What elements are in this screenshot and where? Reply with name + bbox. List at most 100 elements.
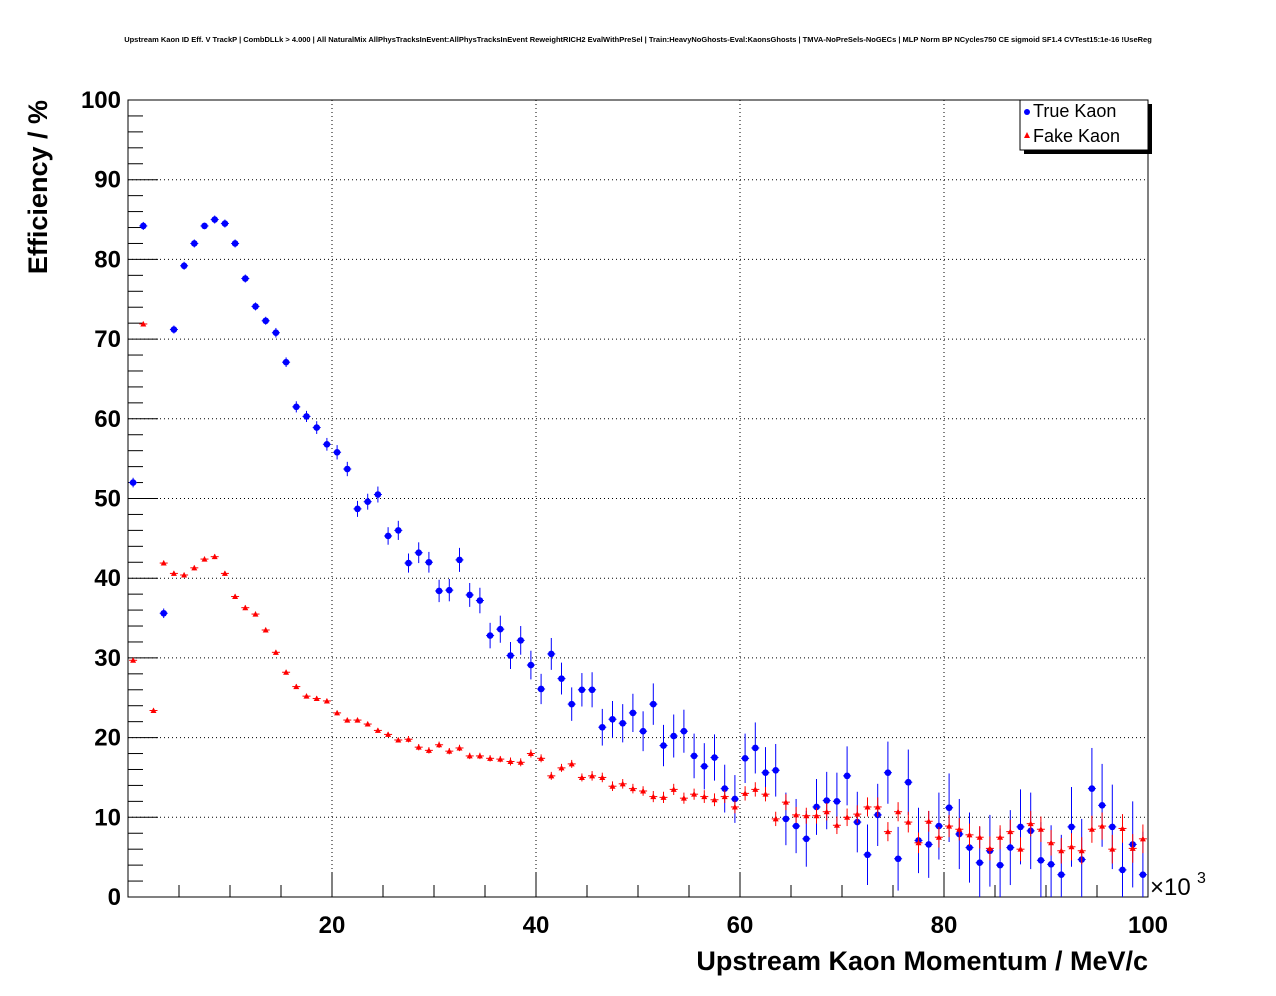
marker: [731, 795, 739, 803]
data-point: [730, 775, 739, 823]
data-point: [649, 683, 658, 725]
data-point: [465, 582, 474, 607]
marker: [344, 717, 351, 723]
marker: [405, 559, 412, 567]
data-point: [1067, 833, 1076, 861]
data-point: [302, 693, 311, 699]
data-point: [751, 722, 760, 774]
x-axis-multiplier: ×10 3: [1150, 870, 1206, 901]
x-multiplier-base: ×10: [1150, 874, 1191, 901]
data-point: [639, 711, 648, 752]
marker: [425, 747, 432, 753]
data-point: [945, 814, 954, 838]
marker: [354, 717, 361, 723]
data-point: [1016, 837, 1025, 862]
data-point: [1098, 812, 1107, 840]
data-point: [679, 792, 688, 804]
data-point: [200, 222, 209, 230]
marker: [895, 808, 902, 815]
marker: [640, 787, 647, 794]
marker: [619, 719, 626, 727]
data-point: [863, 797, 872, 817]
data-point: [475, 587, 484, 614]
data-point: [231, 239, 240, 248]
data-point: [271, 327, 280, 338]
marker: [1098, 802, 1106, 809]
data-point: [129, 657, 138, 663]
marker: [650, 700, 657, 708]
marker: [660, 742, 667, 749]
marker: [711, 796, 718, 803]
data-point: [934, 826, 943, 848]
data-point: [965, 823, 974, 846]
data-point: [996, 825, 1005, 850]
data-point: [526, 749, 535, 758]
marker: [191, 564, 198, 571]
data-point: [516, 626, 525, 655]
data-point: [608, 781, 617, 791]
legend-marker-true-kaon: [1024, 109, 1030, 115]
data-point: [455, 744, 464, 752]
marker: [303, 693, 310, 699]
marker: [252, 611, 259, 617]
data-point: [557, 662, 566, 695]
data-point: [292, 401, 301, 413]
marker: [333, 448, 341, 456]
data-point: [251, 302, 260, 311]
marker: [160, 560, 167, 566]
data-point: [557, 763, 566, 772]
y-tick-label: 100: [81, 87, 121, 114]
data-point: [363, 721, 372, 727]
data-point: [210, 215, 219, 224]
data-point: [669, 714, 678, 758]
data-point: [475, 752, 484, 760]
marker: [609, 783, 616, 789]
data-point: [1077, 837, 1086, 865]
data-point: [343, 461, 352, 477]
marker: [466, 752, 473, 759]
data-point: [628, 783, 637, 794]
marker: [384, 532, 392, 540]
data-point: [149, 707, 158, 714]
marker: [242, 604, 249, 611]
data-point: [1006, 819, 1015, 844]
data-point: [241, 604, 250, 611]
data-point: [455, 547, 464, 572]
data-point: [618, 704, 627, 743]
marker: [466, 591, 474, 599]
y-tick-label: 50: [94, 486, 121, 513]
marker: [487, 755, 494, 761]
data-point: [1036, 816, 1045, 843]
marker: [272, 649, 279, 655]
data-point: [894, 826, 903, 891]
marker: [415, 744, 422, 750]
marker: [578, 774, 585, 780]
marker: [670, 786, 677, 792]
data-point: [129, 477, 138, 488]
data-point: [741, 786, 750, 801]
data-point: [506, 757, 515, 766]
marker: [129, 479, 137, 486]
marker: [282, 358, 290, 366]
data-point: [537, 754, 546, 763]
data-point: [720, 790, 729, 803]
marker: [374, 727, 381, 733]
marker: [283, 669, 290, 675]
marker: [405, 736, 412, 742]
data-point: [883, 822, 892, 842]
data-point: [516, 758, 525, 767]
data-point: [628, 693, 637, 733]
marker: [1037, 826, 1044, 832]
data-point: [659, 791, 668, 803]
marker: [731, 803, 738, 810]
marker: [364, 721, 371, 727]
marker: [568, 700, 575, 708]
marker: [803, 835, 810, 843]
marker: [517, 637, 524, 644]
marker: [741, 755, 749, 762]
data-point: [1118, 814, 1127, 843]
marker: [231, 240, 239, 247]
data-point: [618, 779, 627, 789]
y-tick-label: 30: [94, 645, 121, 672]
marker: [446, 586, 453, 594]
